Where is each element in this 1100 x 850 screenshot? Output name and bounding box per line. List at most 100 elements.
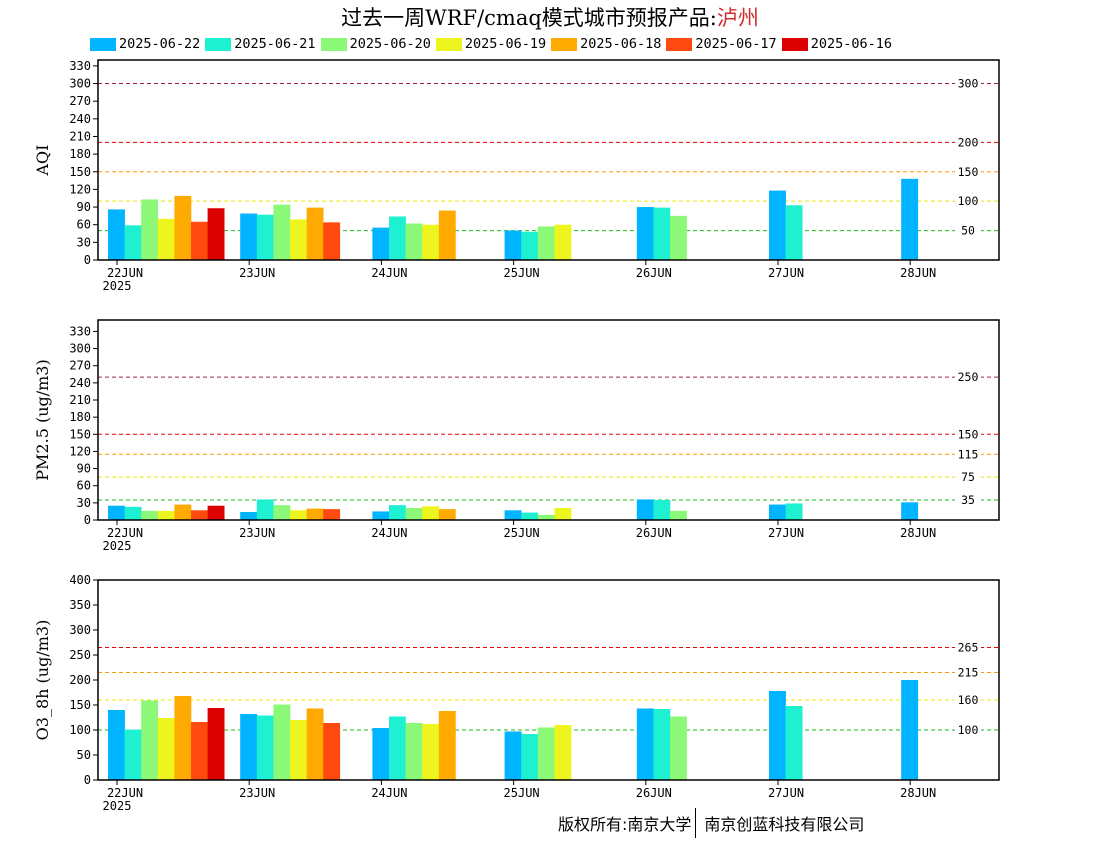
threshold-label: 250 [958, 370, 979, 384]
bar [504, 510, 522, 520]
bar [256, 499, 274, 520]
bar [636, 207, 654, 260]
bar [422, 506, 440, 520]
y-tick-label: 150 [69, 165, 91, 179]
y-axis-label: O3_8h (ug/m3) [33, 620, 52, 741]
bar [389, 216, 406, 260]
bar [785, 706, 803, 780]
year-label: 2025 [103, 799, 132, 813]
bar [372, 728, 390, 780]
x-tick-label: 24JUN [371, 786, 407, 800]
legend-swatch [90, 37, 116, 51]
bar [769, 504, 786, 520]
y-tick-label: 60 [77, 479, 91, 493]
bar [438, 509, 456, 520]
legend-item: 2025-06-22 [90, 36, 200, 52]
legend-swatch [551, 37, 578, 51]
y-tick-label: 270 [69, 94, 91, 108]
bar [769, 190, 786, 260]
bar [207, 708, 225, 780]
bar [207, 505, 225, 520]
bar [290, 219, 307, 260]
y-tick-label: 300 [69, 77, 91, 91]
bar [240, 512, 258, 520]
x-tick-label: 27JUN [768, 526, 804, 540]
bar [256, 214, 274, 260]
y-tick-label: 120 [69, 444, 91, 458]
year-label: 2025 [103, 539, 132, 553]
legend-item: 2025-06-21 [205, 36, 316, 52]
bar [323, 723, 341, 780]
y-tick-label: 100 [69, 723, 91, 737]
bar [306, 708, 324, 780]
bar [636, 499, 654, 520]
bar [273, 505, 291, 520]
y-tick-label: 0 [84, 513, 91, 527]
bar [537, 226, 555, 260]
footer-company: 南京创蓝科技有限公司 [704, 815, 865, 834]
legend-label: 2025-06-16 [810, 36, 892, 52]
x-tick-label: 22JUN [107, 786, 143, 800]
legend: 2025-06-22 2025-06-21 2025-06-20 2025-06-19… [90, 35, 897, 53]
chart-panel-3: 0 50 100 150 200 250 300 350 400 100 160 215 265 22JU… [33, 573, 1000, 813]
bar [504, 731, 522, 780]
threshold-label: 200 [958, 135, 979, 149]
threshold-label: 215 [958, 666, 979, 680]
x-tick-label: 27JUN [768, 786, 804, 800]
legend-label: 2025-06-18 [580, 36, 662, 52]
legend-label: 2025-06-21 [234, 36, 316, 52]
x-tick-label: 25JUN [504, 786, 540, 800]
legend-item: 2025-06-16 [781, 36, 892, 52]
bar [521, 512, 539, 520]
bar [191, 722, 208, 780]
x-tick-label: 22JUN [107, 526, 143, 540]
threshold-label: 150 [958, 165, 979, 179]
y-tick-label: 350 [69, 598, 91, 612]
footer-copyright: 版权所有:南京大学 [558, 815, 692, 834]
x-tick-label: 23JUN [239, 266, 275, 280]
threshold-label-bg [955, 724, 981, 736]
bar [108, 710, 125, 780]
bar [174, 504, 192, 520]
bar [438, 210, 456, 260]
bar [653, 207, 671, 260]
x-tick-label: 25JUN [504, 526, 540, 540]
bar [537, 727, 555, 780]
threshold-label-bg [955, 641, 981, 654]
y-axis-label: PM2.5 (ug/m3) [33, 359, 52, 480]
y-tick-label: 270 [69, 359, 91, 373]
legend-label: 2025-06-20 [349, 36, 431, 52]
bar [273, 204, 291, 260]
y-axis-label: AQI [33, 145, 52, 177]
title-prefix: 过去一周WRF/cmaq模式城市预报产品: [341, 6, 717, 30]
threshold-label-bg [955, 165, 981, 178]
threshold-label: 50 [961, 224, 975, 238]
threshold-label: 35 [961, 493, 975, 507]
y-tick-label: 50 [77, 748, 91, 762]
threshold-label-bg [955, 471, 981, 484]
y-tick-label: 250 [69, 648, 91, 662]
bar [191, 221, 208, 260]
legend-label: 2025-06-22 [119, 36, 201, 52]
y-tick-label: 240 [69, 376, 91, 390]
y-tick-label: 150 [69, 427, 91, 441]
legend-swatch [320, 37, 347, 51]
bar [124, 729, 142, 780]
bar [372, 227, 390, 260]
bar [157, 718, 175, 780]
bar [785, 503, 803, 520]
threshold-label: 115 [958, 447, 979, 461]
plot-frame [97, 319, 1000, 521]
bar [521, 734, 539, 780]
bar [653, 500, 671, 520]
bar [405, 508, 423, 520]
bar [554, 224, 572, 260]
chart-title: 过去一周WRF/cmaq模式城市预报产品:泸州 [0, 2, 1100, 32]
bar [389, 716, 406, 780]
x-tick-label: 28JUN [900, 266, 936, 280]
threshold-label-bg [955, 448, 981, 461]
threshold-label-bg [955, 371, 981, 384]
plot-frame [97, 59, 1000, 261]
threshold-label-bg [955, 428, 981, 441]
